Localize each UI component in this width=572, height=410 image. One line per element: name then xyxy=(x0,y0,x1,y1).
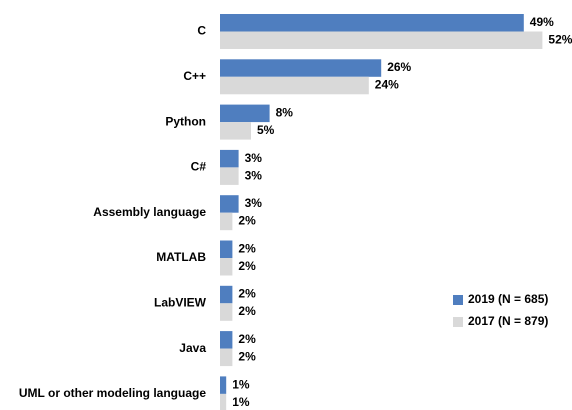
bar xyxy=(220,31,543,49)
value-label: 3% xyxy=(245,168,263,182)
bar xyxy=(220,393,227,410)
category-label: LabVIEW xyxy=(154,295,207,309)
bar xyxy=(220,122,251,140)
value-label: 2% xyxy=(238,350,256,364)
value-label: 2% xyxy=(238,304,256,318)
value-label: 3% xyxy=(245,151,263,165)
value-label: 1% xyxy=(232,377,250,391)
category-label: Python xyxy=(165,114,206,128)
bar xyxy=(220,285,233,304)
bar xyxy=(220,59,382,77)
value-label: 3% xyxy=(245,196,263,210)
value-label: 2% xyxy=(238,241,256,255)
category-label: C xyxy=(197,24,206,38)
value-label: 2% xyxy=(238,214,256,228)
category-label: UML or other modeling language xyxy=(19,386,206,400)
legend-label: 2017 (N = 879) xyxy=(468,314,548,328)
value-label: 2% xyxy=(238,332,256,346)
bar xyxy=(220,104,270,123)
category-label: Assembly language xyxy=(93,205,206,219)
category-label: C# xyxy=(191,160,207,174)
bar xyxy=(220,76,369,95)
value-label: 24% xyxy=(375,78,399,92)
legend-swatch xyxy=(453,317,463,327)
category-label: C++ xyxy=(183,69,206,83)
bar xyxy=(220,14,524,32)
value-label: 52% xyxy=(548,32,572,46)
bar xyxy=(220,376,227,394)
value-label: 2% xyxy=(238,287,256,301)
bar xyxy=(220,195,239,213)
category-label: MATLAB xyxy=(156,250,206,264)
bar xyxy=(220,303,233,321)
legend-swatch xyxy=(453,295,463,305)
value-label: 49% xyxy=(530,15,554,29)
value-label: 5% xyxy=(257,123,275,137)
value-label: 2% xyxy=(238,259,256,273)
bar xyxy=(220,348,233,367)
bar xyxy=(220,212,233,231)
legend-label: 2019 (N = 685) xyxy=(468,292,548,306)
value-label: 8% xyxy=(276,106,294,120)
bar xyxy=(220,240,233,258)
bar xyxy=(220,149,239,168)
category-label: Java xyxy=(179,341,206,355)
value-label: 26% xyxy=(387,60,411,74)
bar xyxy=(220,331,233,349)
value-label: 1% xyxy=(232,395,250,409)
bar xyxy=(220,167,239,185)
bar xyxy=(220,258,233,276)
